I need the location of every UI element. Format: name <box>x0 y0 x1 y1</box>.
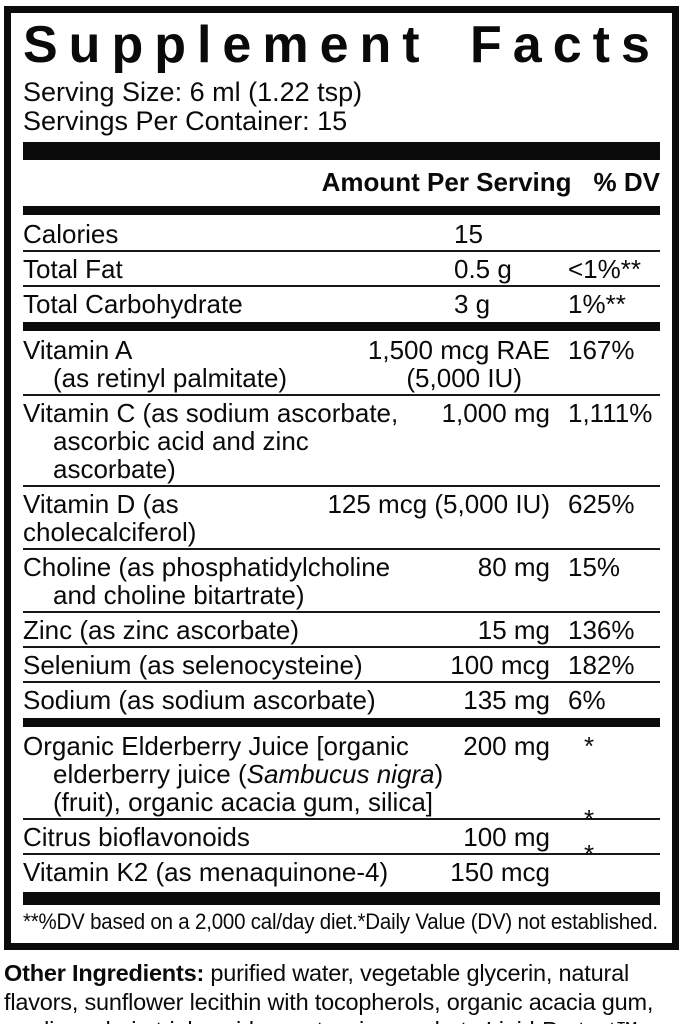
other-ingredients-paragraph: Other Ingredients: purified water, veget… <box>4 959 677 1024</box>
row-percent-dv: * <box>584 731 595 762</box>
table-row: Choline (as phosphatidylcholine and choli… <box>23 548 660 611</box>
row-ingredient-name: Calories <box>23 219 119 250</box>
row-ingredient-name: Zinc (as zinc ascorbate) <box>23 615 299 646</box>
table-row: Vitamin A (as retinyl palmitate) 1,500 mcg… <box>23 333 660 394</box>
row-amount: 135 mg <box>463 685 550 716</box>
row-percent-dv: 1,111% <box>568 398 653 429</box>
row-ingredient-name: Sodium (as sodium ascorbate) <box>23 685 376 716</box>
row-percent-dv: 1%** <box>568 289 626 320</box>
table-row: Zinc (as zinc ascorbate) 15 mg 136% <box>23 611 660 646</box>
row-percent-dv: * <box>584 804 595 835</box>
row-amount: 100 mg <box>463 822 550 853</box>
row-ingredient-name: Choline (as phosphatidylcholine and choli… <box>23 552 391 611</box>
servings-per-container-text: Servings Per Container: 15 <box>23 106 348 137</box>
thick-divider-bar <box>23 718 660 728</box>
row-ingredient-name: Vitamin K2 (as menaquinone-4) <box>23 857 389 888</box>
row-ingredient-name: Total Fat <box>23 254 123 285</box>
row-amount: 0.5 g <box>454 254 512 285</box>
row-ingredient-name: Total Carbohydrate <box>23 289 243 320</box>
amount-per-serving-header: Amount Per Serving <box>321 167 572 198</box>
row-ingredient-name: Vitamin C (as sodium ascorbate, ascorbic … <box>23 398 399 485</box>
thick-divider-bar <box>23 892 660 906</box>
dv-footnote: **%DV based on a 2,000 cal/day diet.*Dai… <box>23 909 658 935</box>
table-row: Citrus bioflavonoids 100 mg * <box>23 804 660 853</box>
row-ingredient-name: Vitamin D (as cholecalciferol) <box>23 489 197 548</box>
vitamins-minerals-section: Vitamin A (as retinyl palmitate) 1,500 mcg… <box>23 333 660 716</box>
row-percent-dv: 182% <box>568 650 635 681</box>
row-amount: 15 mg <box>477 615 550 646</box>
row-amount: 150 mcg <box>450 857 550 888</box>
row-amount: 15 <box>454 219 483 250</box>
row-amount: 1,500 mcg RAE (5,000 IU) <box>367 335 550 394</box>
row-amount: 100 mcg <box>450 650 550 681</box>
supplement-facts-panel: Supplement Facts Serving Size: 6 ml (1.2… <box>4 6 679 951</box>
table-row: Selenium (as selenocysteine) 100 mcg 182% <box>23 646 660 681</box>
row-percent-dv <box>568 220 660 248</box>
row-percent-dv: 15% <box>568 552 621 583</box>
column-header-row: Amount Per Serving % DV <box>23 160 660 204</box>
table-row: Total Carbohydrate 3 g 1%** <box>23 285 660 320</box>
other-actives-section: Organic Elderberry Juice [organic elderbe… <box>23 729 660 888</box>
table-row: Vitamin K2 (as menaquinone-4) 150 mcg * <box>23 839 660 888</box>
row-amount: 1,000 mg <box>441 398 550 429</box>
row-percent-dv: 136% <box>568 615 635 646</box>
serving-size-text: Serving Size: 6 ml (1.22 tsp) <box>23 77 363 108</box>
other-ingredients-label: Other Ingredients: <box>4 960 205 987</box>
table-row: Calories 15 <box>23 217 660 250</box>
row-ingredient-name: Selenium (as selenocysteine) <box>23 650 363 681</box>
row-amount: 80 mg <box>477 552 550 583</box>
row-ingredient-name: Citrus bioflavonoids <box>23 822 250 853</box>
row-percent-dv: 625% <box>568 489 635 520</box>
panel-title: Supplement Facts <box>23 16 661 74</box>
row-ingredient-name: Organic Elderberry Juice [organic elderbe… <box>23 731 444 818</box>
other-ingredients-text: purified water, vegetable glycerin, natu… <box>4 960 654 1024</box>
row-ingredient-name: Vitamin A (as retinyl palmitate) <box>23 335 288 394</box>
row-percent-dv: <1%** <box>568 254 641 285</box>
thick-divider-bar <box>23 322 660 332</box>
thick-divider-bar <box>23 206 660 216</box>
table-row: Vitamin D (as cholecalciferol) 125 mcg (5… <box>23 485 660 548</box>
row-percent-dv: 167% <box>568 335 635 366</box>
thick-divider-bar <box>23 142 660 161</box>
macronutrients-section: Calories 15 Total Fat 0.5 g <1%** Total Carbo… <box>23 217 660 320</box>
row-percent-dv: 6% <box>568 685 606 716</box>
table-row: Organic Elderberry Juice [organic elderbe… <box>23 729 660 818</box>
row-amount: 200 mg <box>463 731 550 762</box>
table-row: Vitamin C (as sodium ascorbate, ascorbic … <box>23 394 660 485</box>
row-amount: 3 g <box>454 289 491 320</box>
table-row: Sodium (as sodium ascorbate) 135 mg 6% <box>23 681 660 716</box>
percent-dv-header: % DV <box>593 167 660 198</box>
table-row: Total Fat 0.5 g <1%** <box>23 250 660 285</box>
row-amount: 125 mcg (5,000 IU) <box>327 489 550 520</box>
row-percent-dv: * <box>584 839 595 870</box>
